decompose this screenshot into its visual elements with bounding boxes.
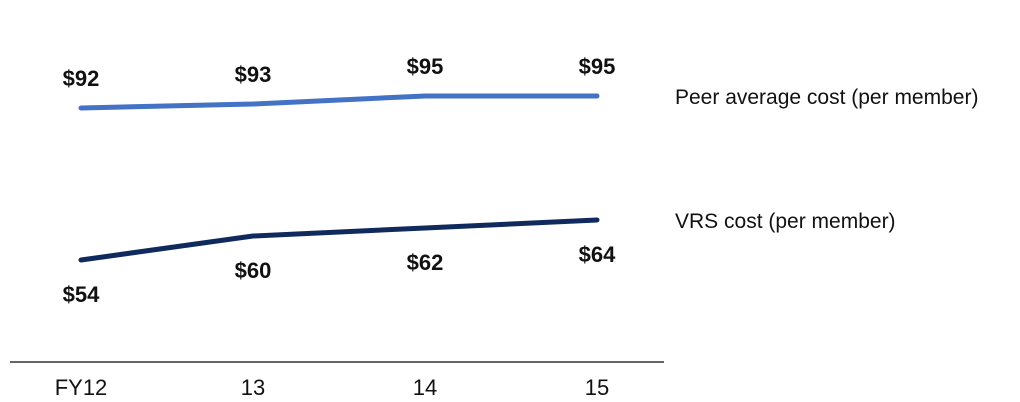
series-layer bbox=[78, 93, 600, 263]
series-line-peer-average-cost-per-member bbox=[78, 93, 600, 111]
data-label-peer-average-cost-per-member-3: $95 bbox=[579, 54, 616, 79]
x-tick-label-0: FY12 bbox=[55, 375, 108, 400]
data-label-peer-average-cost-per-member-2: $95 bbox=[407, 54, 444, 79]
data-label-layer: $92 $93 $95 $95 $54 $60 $62 $64 bbox=[63, 54, 616, 307]
legend-label-vrs-cost-per-member: VRS cost (per member) bbox=[675, 210, 896, 233]
legend-label-peer-average-cost-per-member: Peer average cost (per member) bbox=[675, 86, 978, 109]
x-tick-label-1: 13 bbox=[241, 375, 265, 400]
series-line-vrs-cost-per-member bbox=[78, 217, 600, 263]
data-label-vrs-cost-per-member-3: $64 bbox=[579, 242, 616, 267]
data-label-vrs-cost-per-member-2: $62 bbox=[407, 250, 444, 275]
x-axis-ticks: FY12 13 14 15 bbox=[55, 375, 610, 400]
data-label-peer-average-cost-per-member-1: $93 bbox=[235, 62, 272, 87]
legend: Peer average cost (per member) VRS cost (… bbox=[675, 86, 978, 233]
data-label-peer-average-cost-per-member-0: $92 bbox=[63, 66, 100, 91]
x-tick-label-2: 14 bbox=[413, 375, 437, 400]
data-label-vrs-cost-per-member-0: $54 bbox=[63, 282, 100, 307]
data-label-vrs-cost-per-member-1: $60 bbox=[235, 258, 272, 283]
x-tick-label-3: 15 bbox=[585, 375, 609, 400]
